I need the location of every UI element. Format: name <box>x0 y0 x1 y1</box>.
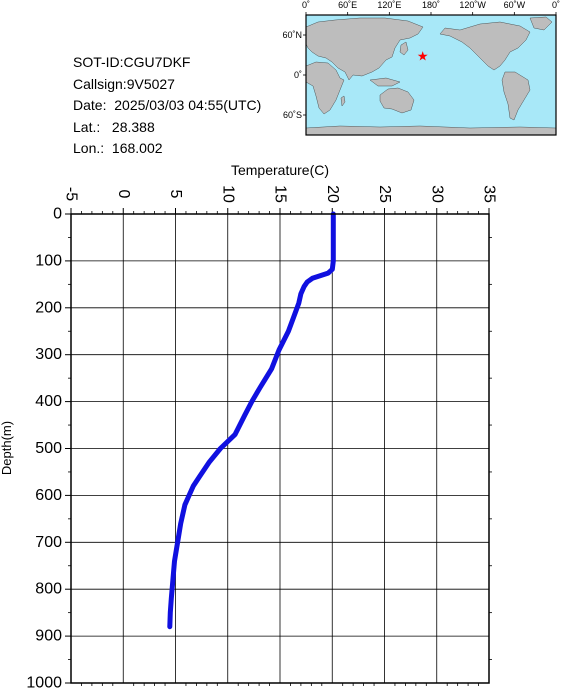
float-info-panel: SOT-ID:CGU7DKF Callsign:9V5027 Date: 202… <box>73 52 261 160</box>
axis-ticks <box>65 208 492 686</box>
x-tick-label: 25 <box>376 185 393 203</box>
y-tick-label: 900 <box>35 628 62 645</box>
landmass-africa <box>305 61 345 115</box>
landmass-greenland <box>529 16 553 31</box>
y-tick-label: 700 <box>35 534 62 551</box>
y-tick-label: 600 <box>35 487 62 504</box>
y-axis-title: Depth(m) <box>0 421 14 475</box>
landmass-north-america <box>439 21 531 71</box>
landmasses <box>305 16 557 136</box>
landmass-indonesia <box>369 77 401 87</box>
temperature-profile-line <box>167 211 336 630</box>
x-tick-label: 10 <box>219 185 236 203</box>
y-tick-label: 500 <box>35 440 62 457</box>
x-axis-title: Temperature(C) <box>231 162 329 178</box>
x-tick-label: 35 <box>481 185 498 203</box>
y-tick-label: 1000 <box>26 675 62 690</box>
grid <box>70 213 490 684</box>
map-lon-label: 60˚E <box>338 0 357 10</box>
x-tick-label: -5 <box>63 187 80 201</box>
landmass-south-america <box>501 71 531 121</box>
y-tick-label: 100 <box>35 252 62 269</box>
plot-frame <box>70 213 490 684</box>
y-tick-label: 300 <box>35 346 62 363</box>
longitude-text: Lon.: 168.002 <box>73 140 163 156</box>
landmass-japan <box>399 41 409 56</box>
y-tick-label: 200 <box>35 299 62 316</box>
x-tick-label: 15 <box>272 185 289 203</box>
tick-labels: -5 0 5 10 15 20 25 30 35010020030040050060070080… <box>26 185 497 690</box>
map-lat-label: 60˚N <box>282 30 302 40</box>
y-tick-label: 400 <box>35 393 62 410</box>
map-lat-label: 60˚S <box>283 110 302 120</box>
map-lon-label: 0˚ <box>302 0 310 10</box>
y-tick-label: 800 <box>35 581 62 598</box>
x-tick-label: 0 <box>115 190 132 199</box>
landmass-madagascar <box>340 95 346 107</box>
landmass-australia <box>379 87 415 114</box>
landmass-eurasia <box>305 17 424 81</box>
map-lon-label: 120˚W <box>459 0 486 10</box>
map-lon-label: 60˚W <box>504 0 526 10</box>
map-labels: 0˚ 60˚E 120˚E 180˚ 120˚W 60˚W 0˚ 60˚N 0˚ 60˚S <box>282 0 560 120</box>
x-tick-label: 5 <box>167 190 184 199</box>
callsign-text: Callsign:9V5027 <box>73 75 175 92</box>
date-text: Date: 2025/03/03 04:55(UTC) <box>73 97 262 113</box>
map-ticks <box>303 12 557 116</box>
map-lon-label: 180˚ <box>422 0 440 10</box>
location-map: 0˚ 60˚E 120˚E 180˚ 120˚W 60˚W 0˚ 60˚N 0˚ 60˚S ★ <box>282 0 560 136</box>
sot-id-text: SOT-ID:CGU7DKF <box>73 54 191 70</box>
map-lon-label: 0˚ <box>552 0 560 10</box>
station-marker-star: ★ <box>417 49 429 64</box>
map-lat-label: 0˚ <box>294 70 302 80</box>
map-lon-label: 120˚E <box>377 0 401 10</box>
latitude-text: Lat.: 28.388 <box>73 118 155 135</box>
y-tick-label: 0 <box>53 206 62 223</box>
x-tick-label: 30 <box>428 185 445 203</box>
x-tick-label: 20 <box>324 185 341 203</box>
